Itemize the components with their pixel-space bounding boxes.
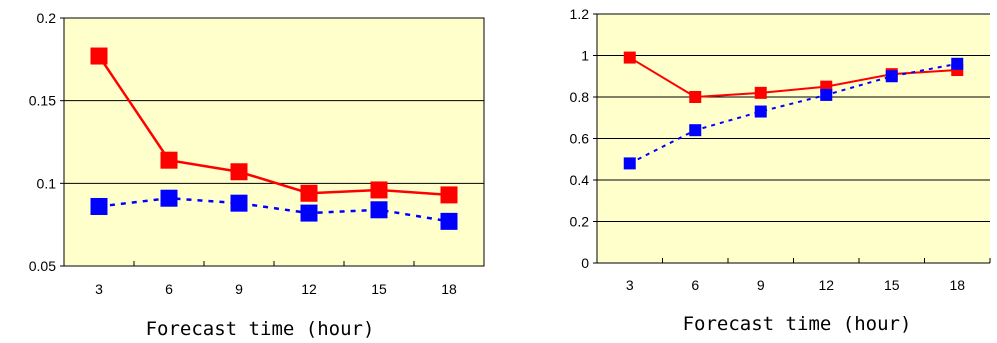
chart-left: Forecast time (hour) 0.05 0.1 0.15 0.2 3 6 9 12… [29,10,485,340]
y-tick-label: 0.1 [37,175,57,191]
x-tick-label: 12 [301,281,317,297]
data-point-series-2 [370,201,388,219]
data-point-series-2 [230,194,248,212]
data-point-series-2 [623,157,636,170]
data-point-series-2 [440,212,458,230]
chart-right: Forecast time (hour) 0 0.2 0.4 0.6 0.8 1 1.2 3 6… [500,0,997,343]
y-tick-label: 0.6 [570,131,590,147]
chart-right-svg: Forecast time (hour) 0 0.2 0.4 0.6 0.8 1 1.2 3 6… [570,6,991,335]
x-tick-label: 3 [95,281,103,297]
data-point-series-2 [300,204,318,222]
series-line-1 [97,55,450,197]
data-point-series-2 [689,124,702,137]
data-point-series-1 [90,47,108,65]
y-tick-label: 0 [581,255,589,271]
data-point-series-1 [440,186,458,204]
x-axis-title: Forecast time (hour) [146,318,375,340]
data-point-series-2 [951,57,964,70]
x-tick-label: 12 [818,277,834,293]
y-tick-label: 0.15 [29,93,56,109]
x-tick-label: 9 [757,277,765,293]
data-point-series-1 [370,181,388,199]
y-tick-label: 0.05 [29,258,56,274]
y-tick-label: 0.4 [570,172,590,188]
data-point-series-2 [160,189,178,207]
data-point-series-2 [754,105,767,118]
x-tick-label: 18 [441,281,457,297]
series-line-2 [98,196,450,223]
x-tick-label: 9 [235,281,243,297]
data-point-series-2 [820,88,833,101]
data-point-series-2 [90,197,108,215]
x-tick-label: 6 [165,281,173,297]
y-tick-label: 0.2 [37,10,57,26]
x-tick-label: 18 [949,277,965,293]
data-point-series-1 [230,163,248,181]
data-point-series-1 [300,184,318,202]
series-line-2 [629,62,958,165]
data-point-series-1 [623,51,636,64]
x-tick-label: 15 [371,281,387,297]
data-point-series-1 [160,151,178,169]
x-tick-label: 15 [884,277,900,293]
chart-left-svg: Forecast time (hour) 0.05 0.1 0.15 0.2 3 6 9 12… [29,10,485,340]
data-point-series-1 [689,91,702,103]
data-point-series-1 [754,86,767,99]
x-tick-label: 6 [691,277,699,293]
y-tick-label: 0.2 [570,214,590,230]
y-tick-label: 1.2 [570,6,590,22]
plot-area [64,18,484,266]
y-tick-label: 1 [581,48,589,64]
x-axis-title: Forecast time (hour) [683,313,912,335]
x-tick-label: 3 [626,277,634,293]
y-tick-label: 0.8 [570,89,590,105]
data-point-series-2 [885,70,898,83]
